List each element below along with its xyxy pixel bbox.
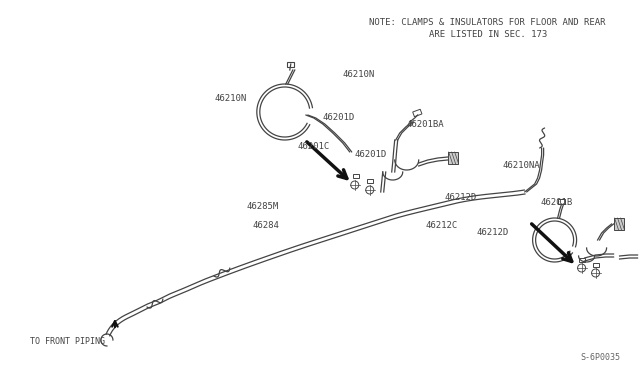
Bar (413, 109, 422, 117)
Bar (287, 62, 294, 67)
Text: S-6P0035: S-6P0035 (580, 353, 620, 362)
Text: 46201C: 46201C (298, 142, 330, 151)
Text: 46201BA: 46201BA (406, 120, 444, 129)
Text: 46210N: 46210N (214, 94, 246, 103)
Text: 46201D: 46201D (355, 150, 387, 159)
Bar (557, 199, 564, 204)
Text: ARE LISTED IN SEC. 173: ARE LISTED IN SEC. 173 (429, 30, 547, 39)
Bar (353, 174, 359, 178)
Text: 46212D: 46212D (445, 193, 477, 202)
Text: 46285M: 46285M (246, 202, 278, 211)
Bar (593, 263, 598, 267)
Bar (448, 152, 458, 164)
Text: 46210NA: 46210NA (502, 161, 540, 170)
Text: 46201D: 46201D (323, 113, 355, 122)
Text: 46210N: 46210N (342, 70, 374, 79)
Text: TO FRONT PIPING: TO FRONT PIPING (30, 337, 105, 346)
Text: NOTE: CLAMPS & INSULATORS FOR FLOOR AND REAR: NOTE: CLAMPS & INSULATORS FOR FLOOR AND … (369, 18, 606, 27)
Text: 46212C: 46212C (426, 221, 458, 230)
Bar (367, 179, 372, 183)
Text: 46201B: 46201B (540, 198, 573, 207)
Bar (579, 258, 584, 262)
Text: 46212D: 46212D (476, 228, 509, 237)
Text: 46284: 46284 (253, 221, 280, 230)
Bar (614, 218, 623, 230)
